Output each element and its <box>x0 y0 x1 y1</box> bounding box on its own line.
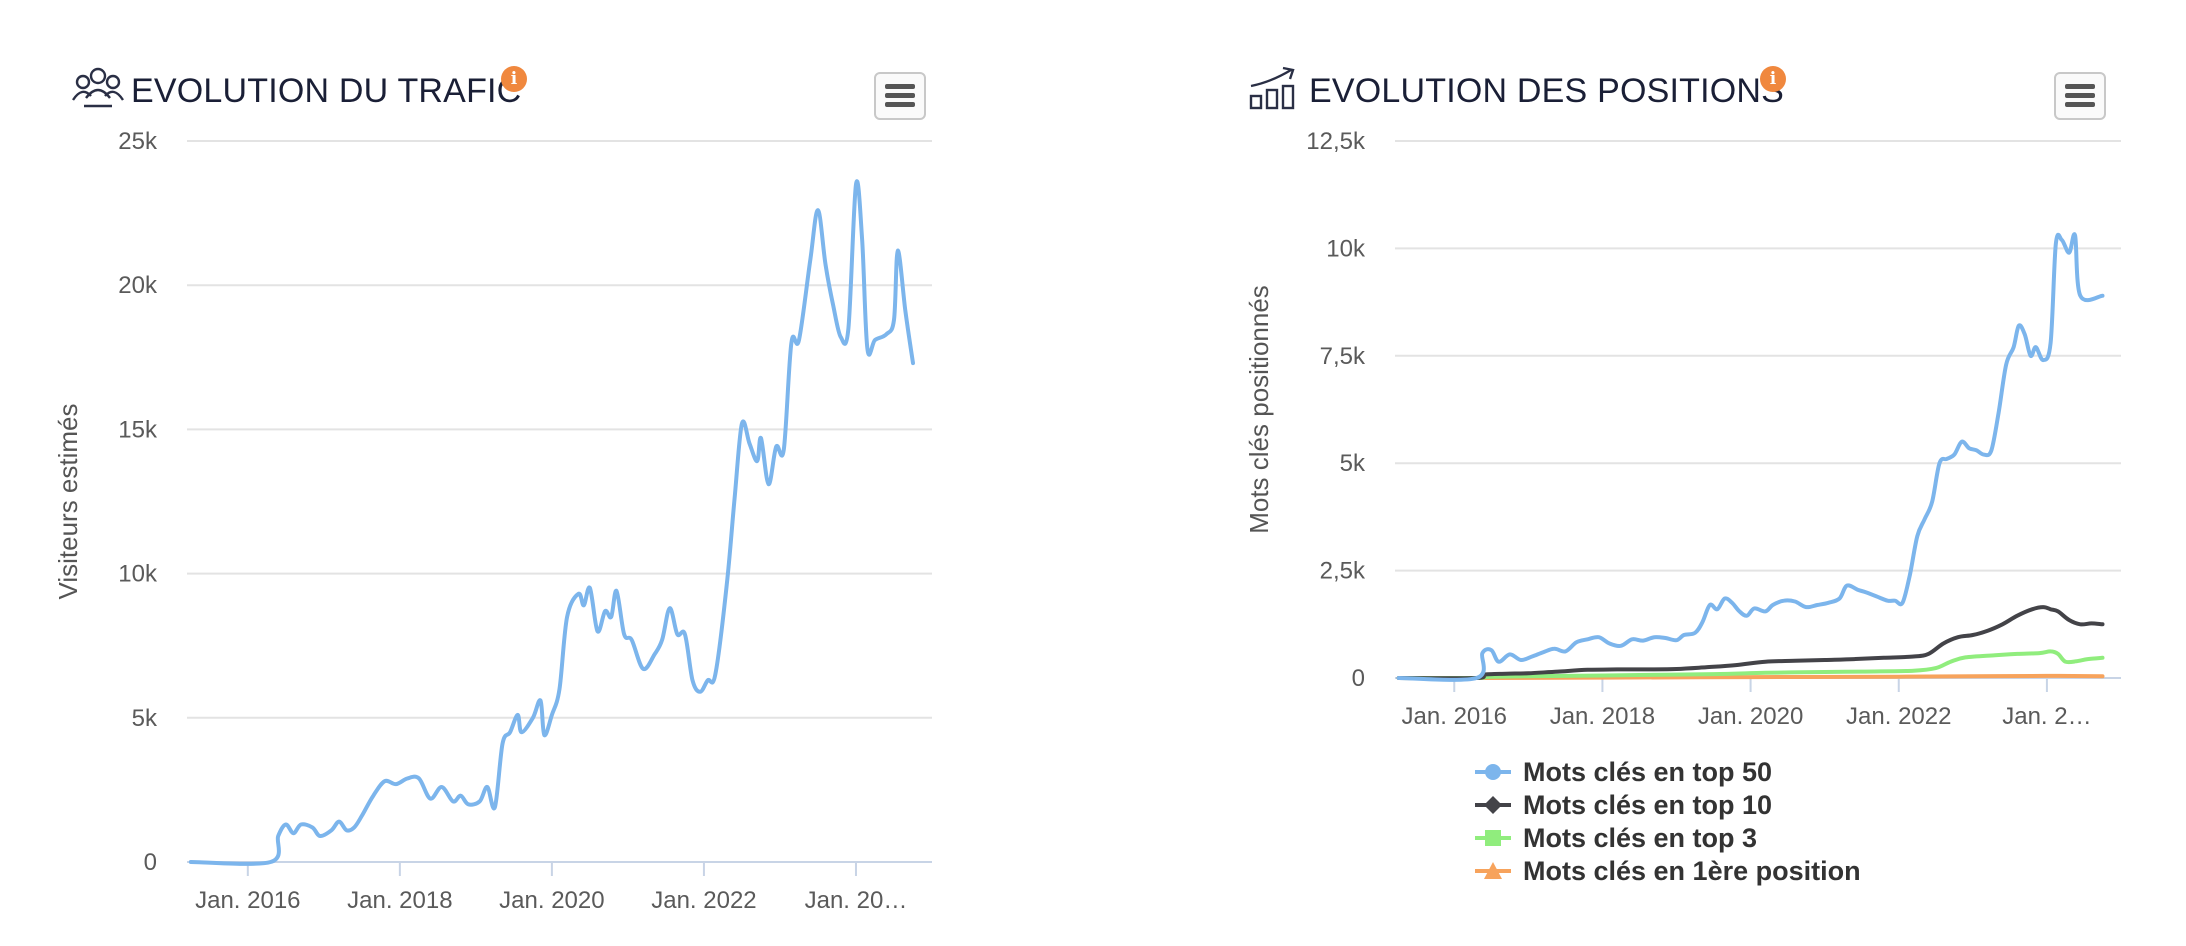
traffic-chart-y-tick-label: 15k <box>118 416 158 443</box>
positions-chart-panel: EVOLUTION DES POSITIONS i 0 2,5k 5k 7,5k 10k… <box>1093 0 2186 946</box>
legend-label-top3: Mots clés en top 3 <box>1523 823 1758 853</box>
users-icon <box>72 67 124 108</box>
traffic-chart-y-tick-label: 25k <box>118 128 158 155</box>
traffic-chart-x-tick-label: Jan. 2022 <box>651 887 756 914</box>
positions-chart-x-tick-label: Jan. 2… <box>2002 703 2091 730</box>
traffic-chart-y-tick-label: 10k <box>118 561 158 588</box>
legend-label-first-position: Mots clés en 1ère position <box>1523 856 1861 886</box>
traffic-chart-x-tick-label: Jan. 2020 <box>499 887 604 914</box>
positions-chart-menu-button[interactable] <box>2054 72 2106 120</box>
traffic-chart-y-tick-label: 5k <box>132 705 158 732</box>
traffic-chart-x-tick-label: Jan. 20… <box>805 887 908 914</box>
legend-label-top50: Mots clés en top 50 <box>1523 757 1773 787</box>
traffic-chart-y-tick-label: 20k <box>118 272 158 299</box>
legend-marker-diamond-icon <box>1475 796 1511 814</box>
positions-chart-x-tick-label: Jan. 2016 <box>1402 703 1507 730</box>
positions-chart-title: EVOLUTION DES POSITIONS <box>1309 72 1785 110</box>
positions-chart-x-tick-label: Jan. 2022 <box>1846 703 1951 730</box>
positions-chart-y-tick-label: 5k <box>1340 450 1366 477</box>
traffic-chart-x-tick-label: Jan. 2016 <box>195 887 300 914</box>
legend-marker-square-icon <box>1475 830 1511 846</box>
positions-chart-x-tick-label: Jan. 2018 <box>1550 703 1655 730</box>
traffic-chart-menu-button[interactable] <box>874 72 926 120</box>
info-icon[interactable]: i <box>501 66 527 92</box>
positions-chart-y-tick-label: 12,5k <box>1306 128 1366 155</box>
traffic-chart-panel: EVOLUTION DU TRAFIC i 0 5k 10k 15k 20k 25k Jan… <box>53 66 932 914</box>
traffic-chart-y-tick-label: 0 <box>144 849 157 876</box>
positions-chart-y-tick-label: 7,5k <box>1320 343 1366 370</box>
traffic-chart-x-tick-label: Jan. 2018 <box>347 887 452 914</box>
positions-chart-y-tick-label: 2,5k <box>1320 558 1366 585</box>
positions-chart-series-line-3[interactable] <box>1396 232 2105 682</box>
traffic-chart: 0 5k 10k 15k 20k 25k Jan. 2016 Jan. 2018 Jan. 20… <box>53 128 932 914</box>
ranking-trend-icon <box>1249 66 1295 110</box>
legend-marker-triangle-icon <box>1475 862 1511 879</box>
positions-chart: 0 2,5k 5k 7,5k 10k 12,5k Jan. 2016 Jan. 2018 Jan… <box>1244 128 2121 730</box>
legend-marker-circle-icon <box>1475 764 1511 780</box>
traffic-chart-title: EVOLUTION DU TRAFIC <box>131 72 522 110</box>
positions-chart-y-tick-label: 10k <box>1326 235 1366 262</box>
positions-chart-series-line-2[interactable] <box>1396 605 2105 681</box>
traffic-chart-y-axis-title: Visiteurs estimés <box>53 403 83 599</box>
info-icon[interactable]: i <box>1760 66 1786 92</box>
positions-chart-x-tick-label: Jan. 2020 <box>1698 703 1803 730</box>
positions-chart-y-axis-title: Mots clés positionnés <box>1244 285 1274 534</box>
legend-label-top10: Mots clés en top 10 <box>1523 790 1773 820</box>
positions-chart-series-line-1[interactable] <box>1396 649 2105 681</box>
traffic-chart-series-line-0[interactable] <box>188 179 915 866</box>
positions-chart-y-tick-label: 0 <box>1352 665 1365 692</box>
